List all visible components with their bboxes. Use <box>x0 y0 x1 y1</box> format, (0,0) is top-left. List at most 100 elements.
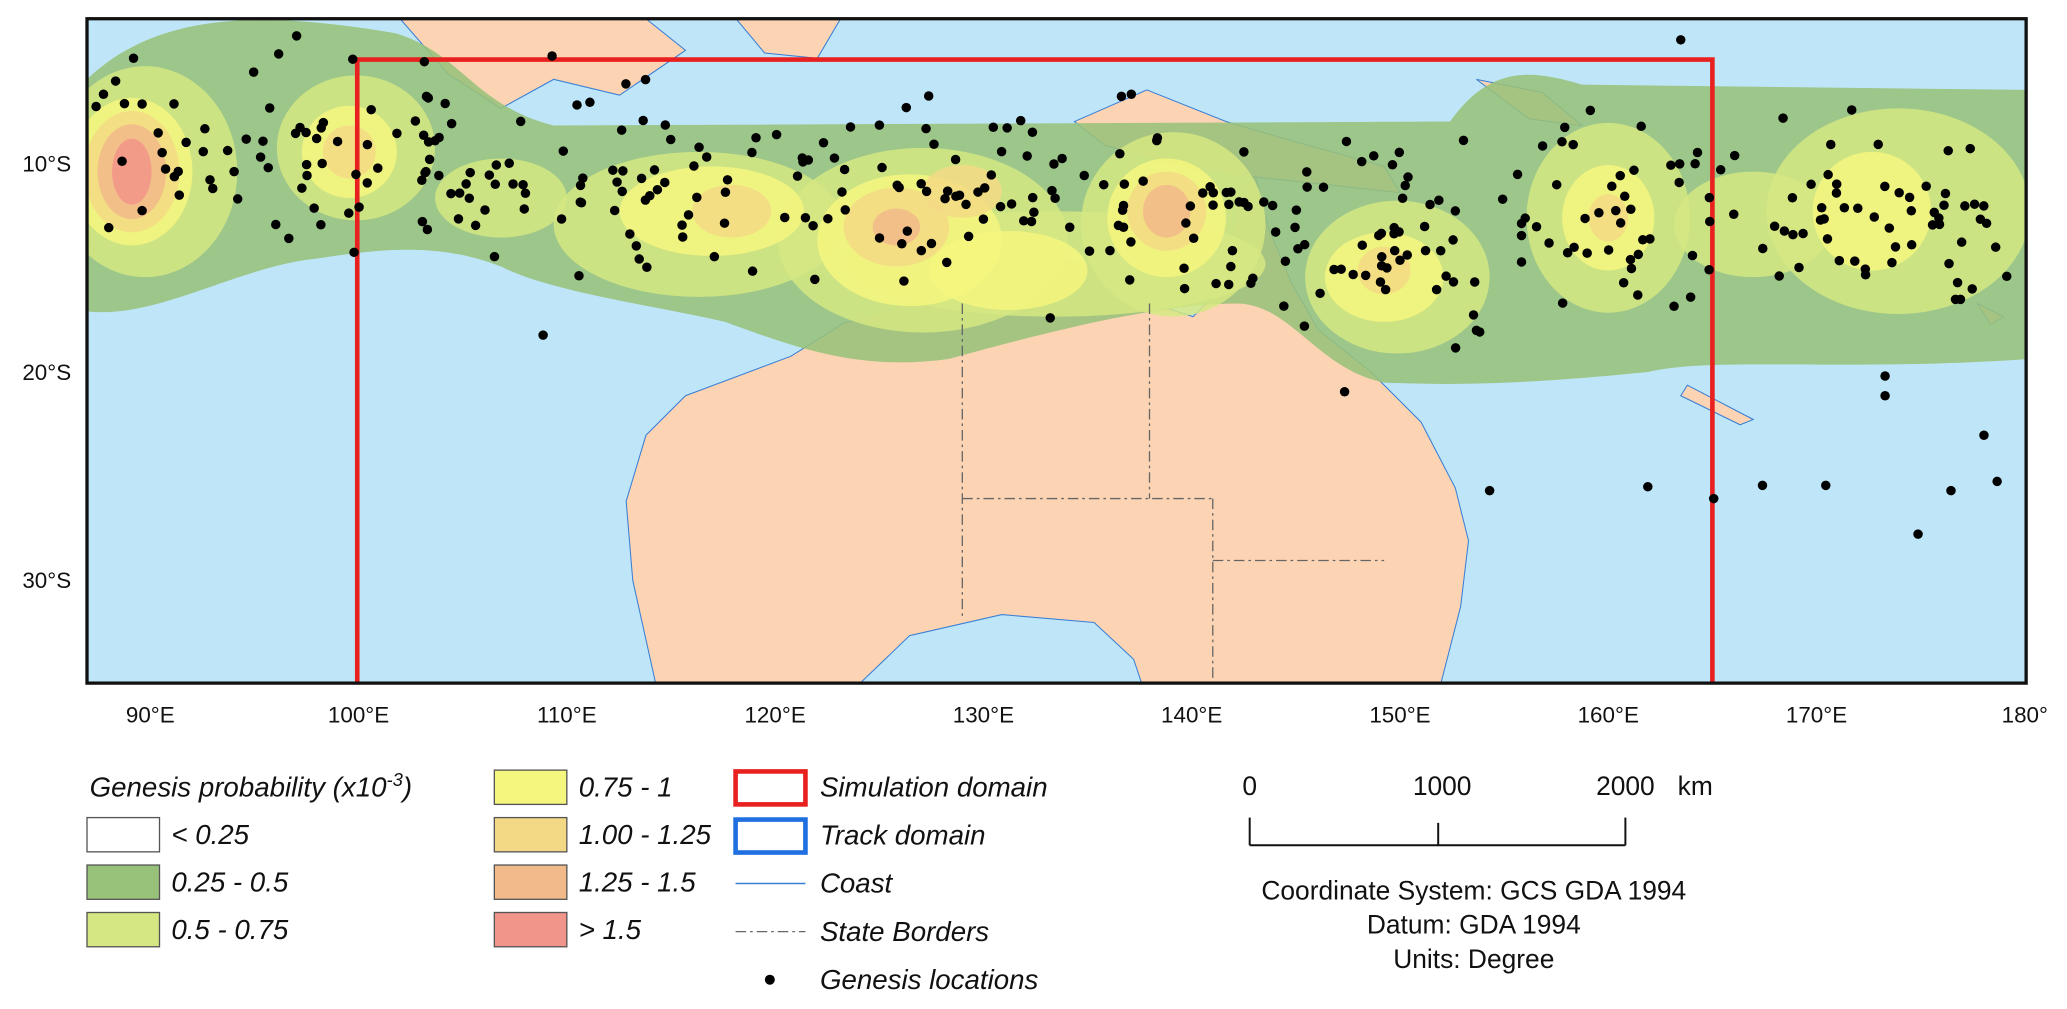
genesis-location <box>1357 240 1368 250</box>
genesis-location <box>311 133 322 144</box>
genesis-location <box>986 170 997 180</box>
genesis-location <box>916 245 927 256</box>
genesis-location <box>840 205 851 215</box>
genesis-location <box>461 179 471 189</box>
genesis-location <box>229 166 239 177</box>
genesis-location <box>1619 191 1630 202</box>
genesis-location <box>1185 201 1196 211</box>
genesis-location <box>181 137 191 148</box>
genesis-location <box>1568 139 1578 150</box>
genesis-location <box>792 171 803 181</box>
genesis-location <box>1065 222 1075 233</box>
genesis-location <box>205 175 215 185</box>
genesis-location <box>1585 105 1596 116</box>
genesis-location <box>1626 263 1637 274</box>
genesis-location <box>419 56 430 67</box>
genesis-location <box>995 201 1006 212</box>
genesis-location <box>200 124 210 134</box>
genesis-location <box>520 188 531 199</box>
genesis-location <box>1341 136 1352 147</box>
legend-label: Simulation domain <box>820 771 1048 802</box>
genesis-location <box>1047 185 1057 196</box>
genesis-location <box>1880 390 1890 401</box>
probability-zone <box>322 125 376 179</box>
genesis-location <box>1788 229 1798 240</box>
genesis-location <box>1708 493 1719 504</box>
genesis-location <box>973 187 983 197</box>
genesis-location <box>677 220 687 230</box>
genesis-location <box>1869 212 1880 222</box>
genesis-location <box>1448 277 1459 287</box>
genesis-location <box>689 161 699 171</box>
genesis-location <box>942 186 953 196</box>
genesis-location <box>617 186 627 197</box>
genesis-location <box>1279 301 1289 311</box>
genesis-location <box>923 91 934 101</box>
genesis-location <box>1368 151 1379 161</box>
genesis-location <box>104 222 114 233</box>
genesis-location <box>128 53 139 64</box>
genesis-location <box>1226 187 1236 197</box>
genesis-location <box>232 194 243 204</box>
genesis-location <box>751 133 761 143</box>
genesis-location <box>1382 263 1392 273</box>
genesis-location <box>1516 218 1527 229</box>
genesis-location <box>1676 35 1686 45</box>
longitude-label: 100°E <box>328 703 389 728</box>
genesis-location <box>608 165 618 175</box>
legend-label: 0.25 - 0.5 <box>171 866 289 897</box>
genesis-location <box>1887 257 1897 268</box>
genesis-location <box>1431 284 1442 295</box>
genesis-location <box>1826 139 1836 150</box>
genesis-location <box>929 139 939 149</box>
genesis-location <box>1633 290 1643 300</box>
genesis-location <box>1779 226 1790 236</box>
longitude-label: 120°E <box>744 703 805 728</box>
genesis-location <box>454 188 465 198</box>
genesis-location <box>271 219 281 230</box>
genesis-location <box>284 233 294 244</box>
genesis-location <box>1315 288 1325 299</box>
longitude-label: 110°E <box>537 703 597 728</box>
genesis-location <box>1395 255 1405 265</box>
genesis-location <box>634 254 644 264</box>
probability-zone <box>1588 194 1629 242</box>
genesis-location <box>1002 123 1012 133</box>
genesis-location <box>1757 480 1768 491</box>
map-area <box>87 18 2027 684</box>
legend-swatch <box>493 911 568 948</box>
genesis-location <box>1380 284 1391 295</box>
genesis-location <box>1050 193 1060 204</box>
genesis-location <box>1815 215 1826 225</box>
genesis-location <box>616 125 627 135</box>
genesis-location <box>1846 105 1857 115</box>
genesis-location <box>798 157 808 167</box>
genesis-location <box>1419 221 1430 232</box>
genesis-location <box>1823 169 1833 180</box>
genesis-location <box>720 187 731 197</box>
genesis-location <box>722 175 733 185</box>
genesis-location <box>874 120 885 130</box>
genesis-location <box>519 204 530 214</box>
genesis-location <box>1839 203 1850 213</box>
probability-zone <box>1142 184 1191 238</box>
genesis-location <box>1674 159 1685 169</box>
genesis-location <box>1394 147 1405 158</box>
genesis-location <box>892 180 902 190</box>
genesis-location <box>440 98 450 109</box>
genesis-location <box>1594 208 1604 218</box>
genesis-location <box>434 170 444 181</box>
genesis-location <box>1027 192 1038 203</box>
genesis-location <box>1831 188 1842 198</box>
legend-swatch <box>86 816 161 853</box>
genesis-location <box>316 220 326 230</box>
genesis-location <box>1124 275 1135 285</box>
legend-label: Track domain <box>820 820 986 851</box>
genesis-location <box>1979 430 1989 441</box>
genesis-location <box>1400 180 1410 191</box>
genesis-location <box>1769 221 1780 231</box>
genesis-location <box>1006 199 1017 209</box>
genesis-location <box>1979 201 1989 211</box>
legend-swatch <box>493 816 568 853</box>
